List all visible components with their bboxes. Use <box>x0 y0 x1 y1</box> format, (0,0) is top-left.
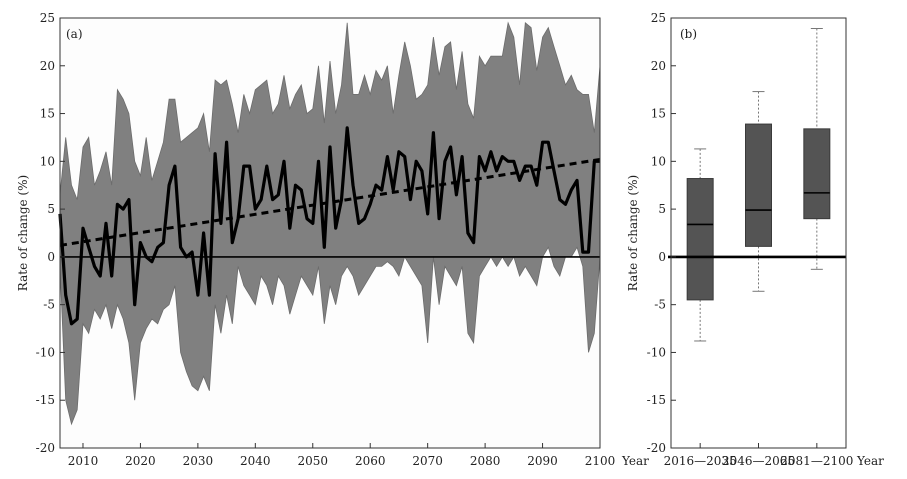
category-label: 2081—2100 <box>780 454 853 468</box>
y-axis-title-a: Rate of change (%) <box>16 175 30 291</box>
y-axis-title-b: Rate of change (%) <box>626 175 640 291</box>
x-tick-label-a: 2070 <box>412 454 443 468</box>
y-tick-label-a: 5 <box>47 202 55 216</box>
box-1 <box>686 178 714 301</box>
panel-label-a: (a) <box>66 27 83 41</box>
y-tick-label-b: -20 <box>647 441 666 455</box>
y-tick-label-b: 5 <box>658 202 666 216</box>
x-tick-label-a: 2010 <box>68 454 99 468</box>
y-tick-label-a: 0 <box>47 250 55 264</box>
y-tick-label-b: 10 <box>651 154 666 168</box>
y-tick-label-b: 25 <box>651 11 666 25</box>
y-tick-label-b: -5 <box>654 298 666 312</box>
panel-a: -20 -15 -10 -5 0 5 10 15 20 25 2010 2020 2030 2040 205… <box>16 11 649 468</box>
x-tick-label-a: 2090 <box>527 454 558 468</box>
category-label: 2046—2065 <box>722 454 795 468</box>
box-2 <box>745 123 772 247</box>
x-axis-title-b: Year <box>856 454 884 468</box>
x-tick-label-a: 2080 <box>470 454 501 468</box>
x-axis-title-a: Year <box>621 454 649 468</box>
y-tick-label-b: 15 <box>651 107 666 121</box>
y-tick-label-a: -20 <box>36 441 55 455</box>
x-tick-label-a: 2050 <box>297 454 328 468</box>
box-3 <box>803 128 831 220</box>
y-tick-label-a: -10 <box>36 345 55 359</box>
y-tick-label-b: 20 <box>651 59 666 73</box>
x-tick-label-a: 2040 <box>240 454 271 468</box>
x-tick-label-a: 2060 <box>355 454 386 468</box>
ensemble-mean-line <box>58 126 600 326</box>
y-tick-label-b: -15 <box>647 393 666 407</box>
y-tick-label-a: 25 <box>40 11 55 25</box>
category-label: 2016—2035 <box>664 454 737 468</box>
axes-frame-a <box>59 17 601 449</box>
y-tick-label-a: 20 <box>40 59 55 73</box>
panel-label-b: (b) <box>680 27 697 41</box>
x-tick-label-a: 2100 <box>585 454 616 468</box>
y-tick-label-a: -15 <box>36 393 55 407</box>
x-tick-label-a: 2020 <box>125 454 156 468</box>
y-tick-label-a: 15 <box>40 107 55 121</box>
y-tick-label-a: 10 <box>40 154 55 168</box>
y-tick-label-b: 0 <box>658 250 666 264</box>
panel-b: -20 -15 -10 -5 0 5 10 15 20 25 2016—20352046—20652… <box>626 11 884 468</box>
y-tick-label-a: -5 <box>43 298 55 312</box>
x-tick-label-a: 2030 <box>183 454 214 468</box>
y-tick-label-b: -10 <box>647 345 666 359</box>
